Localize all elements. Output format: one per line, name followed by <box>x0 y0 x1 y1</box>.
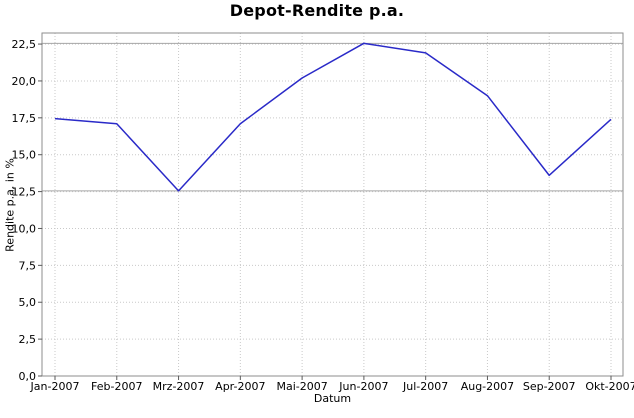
x-axis-title: Datum <box>313 392 352 405</box>
x-tick-label: Apr-2007 <box>215 380 265 393</box>
x-tick-label: Jul-2007 <box>402 380 448 393</box>
y-tick-label: 0,0 <box>19 370 37 383</box>
y-tick-label: 10,0 <box>12 222 37 235</box>
x-tick-label: Aug-2007 <box>461 380 514 393</box>
y-tick-label: 15,0 <box>12 149 37 162</box>
x-tick-label: Sep-2007 <box>523 380 576 393</box>
x-tick-label: Mai-2007 <box>276 380 327 393</box>
plot-border <box>41 32 624 377</box>
x-tick-label: Okt-2007 <box>585 380 634 393</box>
chart-title: Depot-Rendite p.a. <box>229 1 405 20</box>
y-tick-label: 20,0 <box>12 75 37 88</box>
x-tick-label: Feb-2007 <box>91 380 142 393</box>
x-tick-label: Mrz-2007 <box>153 380 205 393</box>
x-tick-label: Jan-2007 <box>30 380 80 393</box>
y-tick-label: 5,0 <box>19 296 37 309</box>
series-line <box>54 42 612 192</box>
y-tick-label: 17,5 <box>12 112 37 125</box>
y-tick-label: 22,5 <box>12 38 37 51</box>
x-tick-label: Jun-2007 <box>338 380 388 393</box>
y-tick-label: 2,5 <box>19 333 37 346</box>
y-tick-label: 12,5 <box>12 186 37 199</box>
y-tick-label: 7,5 <box>19 259 37 272</box>
